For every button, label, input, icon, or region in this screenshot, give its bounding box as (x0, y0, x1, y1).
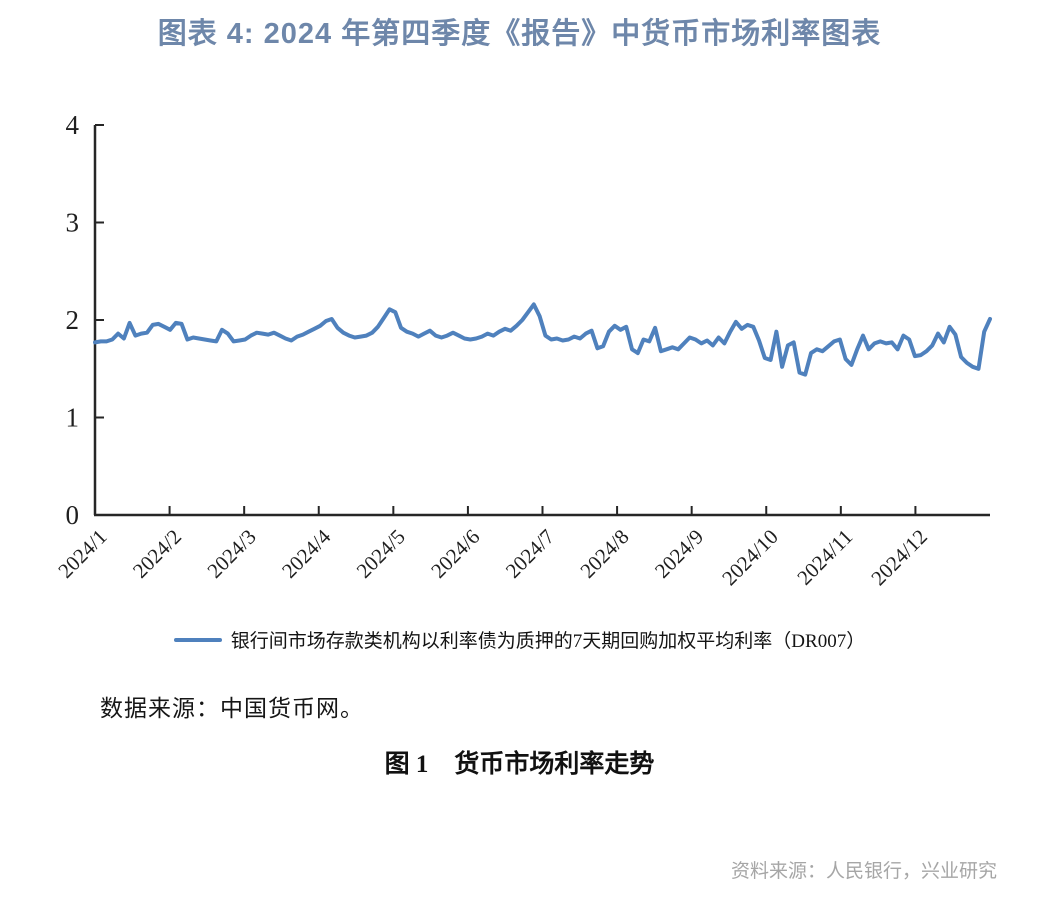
figure-caption: 图 1 货币市场利率走势 (0, 744, 1039, 780)
svg-text:2024/4: 2024/4 (277, 524, 336, 583)
svg-text:2024/2: 2024/2 (128, 525, 186, 583)
svg-text:1: 1 (66, 403, 80, 433)
svg-text:2024/11: 2024/11 (792, 525, 857, 590)
data-source-note: 数据来源：中国货币网。 (100, 696, 364, 721)
svg-text:2024/10: 2024/10 (717, 525, 783, 591)
figure-title: 图表 4: 2024 年第四季度《报告》中货币市场利率图表 (157, 18, 882, 50)
legend-line-swatch (173, 637, 222, 642)
svg-text:2024/6: 2024/6 (426, 525, 484, 583)
figure-caption-text: 货币市场利率走势 (454, 751, 655, 778)
legend-series-label: 银行间市场存款类机构以利率债为质押的7天期回购加权平均利率（DR007） (230, 631, 866, 652)
money-market-rate-line-chart: 0 1 2 3 4 2024/1 2024/2 2024/3 2024/4 2024/5 2024/… (53, 110, 992, 591)
source-attribution: 资料来源：人民银行，兴业研究 (730, 861, 997, 882)
svg-text:2024/12: 2024/12 (866, 525, 932, 591)
svg-text:2024/1: 2024/1 (53, 525, 111, 583)
svg-text:2024/5: 2024/5 (352, 525, 410, 583)
svg-text:2: 2 (66, 305, 80, 335)
svg-text:0: 0 (66, 500, 80, 530)
svg-text:2024/3: 2024/3 (202, 525, 260, 583)
figure-caption-number: 图 1 (384, 751, 429, 778)
chart-legend: 银行间市场存款类机构以利率债为质押的7天期回购加权平均利率（DR007） (0, 626, 1039, 653)
svg-text:2024/9: 2024/9 (650, 525, 708, 583)
svg-text:2024/7: 2024/7 (501, 525, 559, 583)
svg-text:3: 3 (66, 208, 80, 238)
svg-text:4: 4 (66, 110, 80, 140)
svg-text:2024/8: 2024/8 (575, 525, 633, 583)
